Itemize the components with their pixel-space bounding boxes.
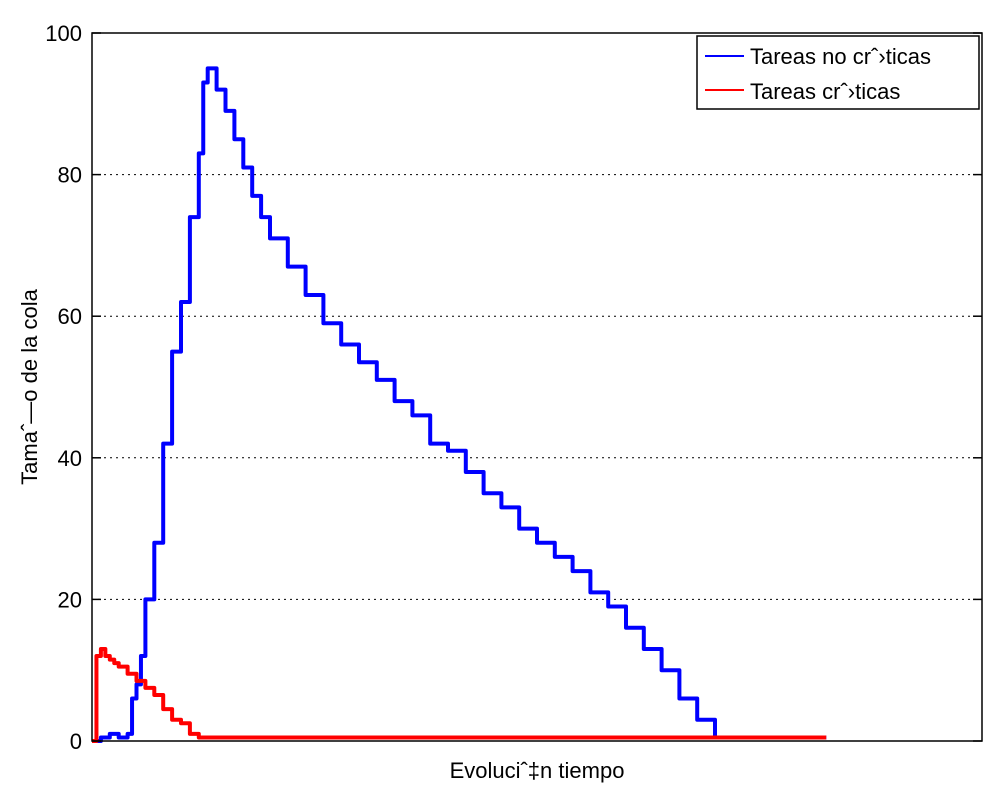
y-tick-label-40: 40	[58, 446, 82, 471]
series-line-non-critical	[92, 66, 827, 743]
plot-area	[92, 33, 982, 741]
grid-lines	[92, 174, 982, 600]
y-tick-label-80: 80	[58, 163, 82, 188]
y-tick-label-60: 60	[58, 304, 82, 329]
legend-label-non-critical: Tareas no crˆ›ticas	[750, 44, 931, 69]
legend: Tareas no crˆ›ticas Tareas crˆ›ticas	[696, 35, 980, 110]
series-line-critical	[92, 646, 827, 743]
x-axis-label: Evoluciˆ‡n tiempo	[450, 758, 625, 783]
y-ticks: 0 20 40 60 80 100	[45, 21, 982, 754]
y-axis-label: Tamaˆ—o de la cola	[17, 288, 42, 484]
y-tick-label-0: 0	[70, 729, 82, 754]
y-tick-label-100: 100	[45, 21, 82, 46]
y-tick-label-20: 20	[58, 587, 82, 612]
plot-frame	[91, 32, 983, 742]
legend-box	[696, 35, 980, 110]
legend-label-critical: Tareas crˆ›ticas	[750, 79, 900, 104]
series-layer	[92, 66, 827, 743]
